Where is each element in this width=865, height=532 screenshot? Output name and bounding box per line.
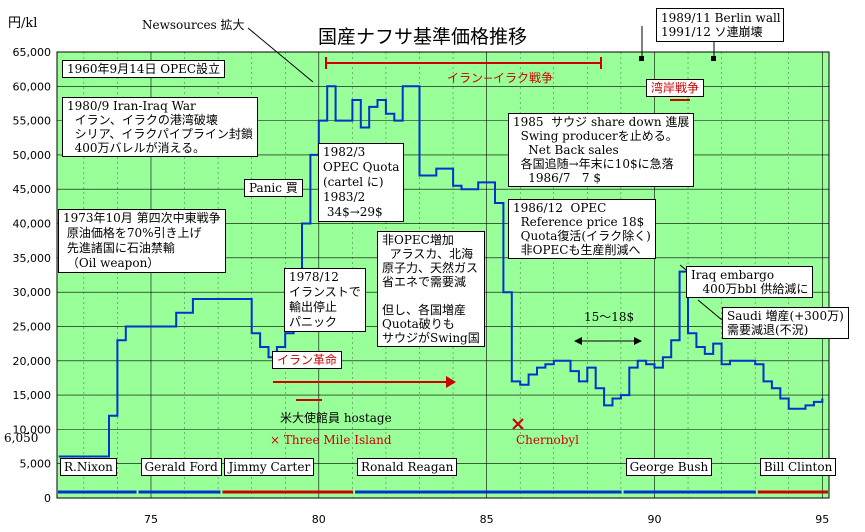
- president-label: Ronald Reagan: [357, 458, 458, 476]
- president-label: George Bush: [625, 458, 713, 476]
- panic-buying-label: Panic 買: [244, 179, 303, 197]
- range-arrowhead-right: [634, 337, 642, 345]
- event-markers: [247, 26, 723, 430]
- y-axis: 0 5,000 10,000 15,000 20,000 25,000 30,000 35,0…: [13, 46, 52, 505]
- gulf-war-label: 湾岸戦争: [646, 79, 705, 97]
- x-tick-label: 95: [815, 513, 829, 526]
- price-line: [58, 85, 824, 458]
- opec-founding-label: 1960年9月14日 OPEC設立: [62, 60, 226, 78]
- saudi-increase-note: Saudi 増産(+300万) 需要減退(不況): [722, 307, 849, 339]
- y-tick-label: 5,000: [20, 458, 52, 471]
- chernobyl-cross-b: [512, 418, 524, 430]
- opec-quota-note: 1982/3 OPEC Quota (cartel に) 1983/2 34$→…: [318, 143, 405, 222]
- iran-iraq-war-1980-note: 1980/9 Iran-Iraq War イラン、イラクの港湾破壊 シリア、イラ…: [62, 97, 258, 157]
- berlin-marker: [639, 56, 644, 61]
- president-label: R.Nixon: [60, 458, 117, 476]
- iran-iraq-war-label: イラン−イラク戦争: [447, 71, 554, 85]
- y-tick-label: 50,000: [13, 149, 52, 162]
- iran-strike-1978-note: 1978/12 イランストで 輸出停止 パニック: [284, 268, 366, 332]
- tmi-marker: × Three Mile Island: [270, 433, 392, 447]
- president-label: Jimmy Carter: [224, 458, 315, 476]
- berlin-line-2: 1991/12 ソ連崩壊: [661, 25, 763, 39]
- president-label: Bill Clinton: [759, 458, 837, 476]
- x-tick-label: 80: [312, 513, 326, 526]
- y-tick-label: 60,000: [13, 80, 52, 93]
- oil-crisis-1973-note: 1973年10月 第四次中東戦争 原油価格を70%引き上げ 先進諸国に石油禁輸 …: [58, 209, 226, 273]
- y-tick-label: 55,000: [13, 115, 52, 128]
- start-value-label: 6,050: [4, 431, 39, 445]
- iraq-embargo-note: Iraq embargo 400万bbl 供給減に: [686, 266, 814, 298]
- chernobyl-label: Chernobyl: [516, 433, 579, 447]
- newsources-leader: [247, 27, 314, 83]
- berlin-wall-label: 1989/11 Berlin wall 1991/12 ソ連崩壊: [656, 8, 784, 42]
- y-tick-label: 20,000: [13, 355, 52, 368]
- non-opec-increase-note: 非OPEC増加 アラスカ、北海 原子力、天然ガス 省エネで需要減 但し、各国増産…: [377, 231, 485, 347]
- newsources-label: Newsources 拡大: [142, 18, 245, 32]
- x-tick-label: 85: [480, 513, 494, 526]
- y-tick-label: 25,000: [13, 320, 52, 333]
- chart-title: 国産ナフサ基準価格推移: [318, 26, 528, 48]
- y-tick-label: 45,000: [13, 183, 52, 196]
- y-tick-label: 35,000: [13, 252, 52, 265]
- saudi-share-note: 1985 サウジ share down 進展 Swing producerを止め…: [508, 113, 695, 187]
- hostage-label: 米大使館員 hostage: [280, 411, 392, 425]
- price-series: [58, 85, 824, 458]
- x-tick-label: 75: [144, 513, 158, 526]
- price-range-label: 15～18$: [584, 310, 635, 324]
- iran-revolution-label: イラン革命: [272, 351, 343, 369]
- president-label: Gerald Ford: [140, 458, 222, 476]
- y-tick-label: 15,000: [13, 389, 52, 402]
- y-tick-label: 30,000: [13, 286, 52, 299]
- x-axis: 75 80 85 90 95: [144, 513, 829, 526]
- range-arrowhead-left: [574, 337, 582, 345]
- x-tick-label: 90: [647, 513, 661, 526]
- y-tick-label: 40,000: [13, 218, 52, 231]
- y-unit-label: 円/kl: [8, 16, 38, 31]
- y-tick-label: 65,000: [13, 46, 52, 59]
- saudi-leader: [697, 299, 723, 321]
- ussr-marker: [711, 56, 716, 61]
- iran-revolution-arrowhead: [446, 376, 456, 388]
- berlin-line-1: 1989/11 Berlin wall: [661, 11, 781, 25]
- y-tick-label: 0: [44, 492, 51, 505]
- tmi-label: Three Mile Island: [283, 433, 392, 447]
- y-tick-label: 10,000: [13, 423, 52, 436]
- opec-reference-price-note: 1986/12 OPEC Reference price 18$ Quota復活…: [508, 199, 656, 259]
